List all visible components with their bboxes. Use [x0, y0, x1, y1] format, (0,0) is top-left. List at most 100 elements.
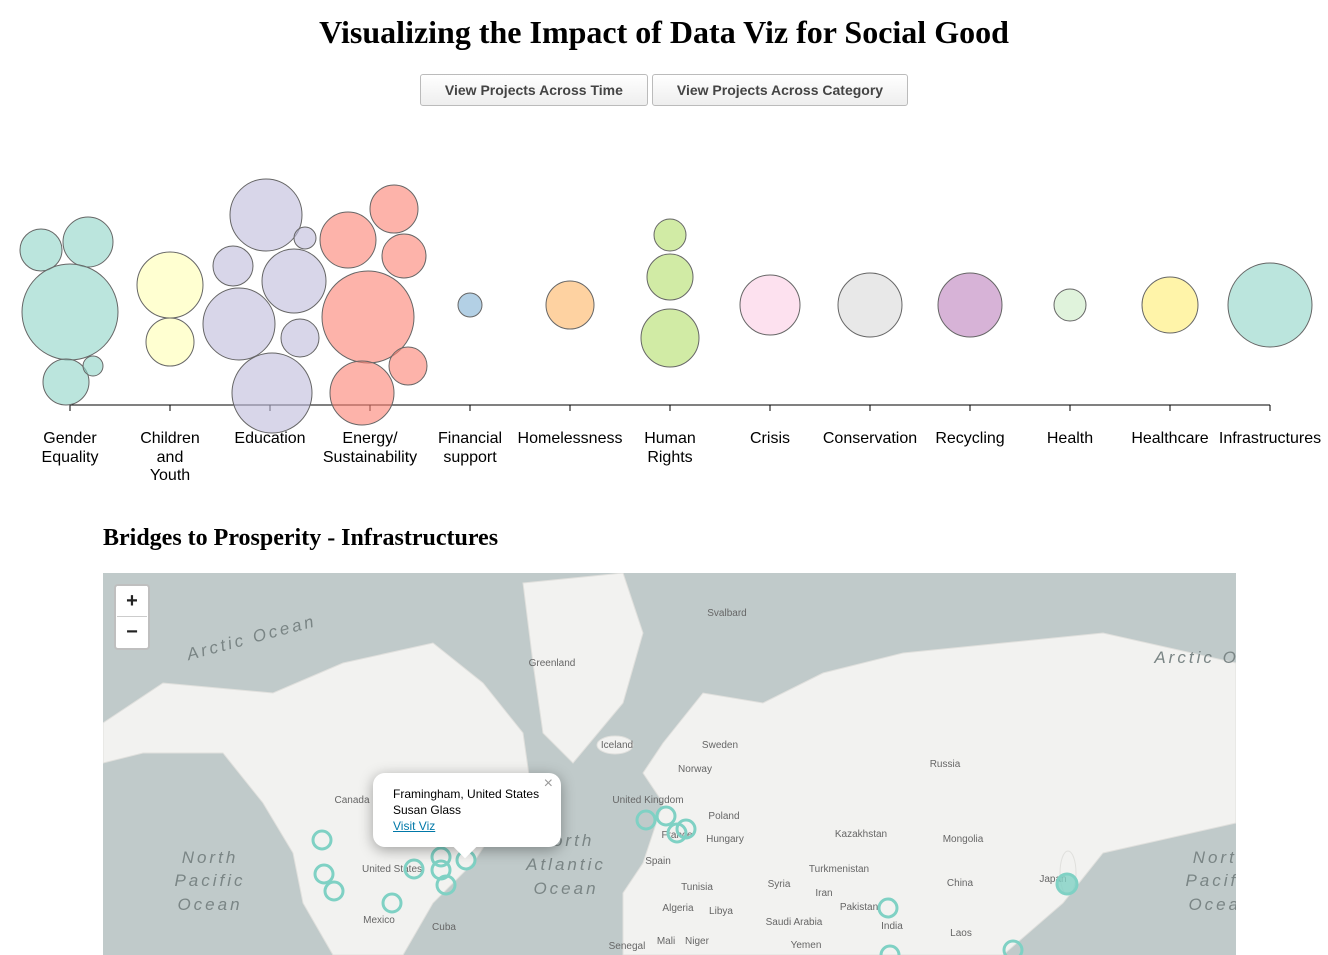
marker[interactable]: [635, 809, 657, 831]
map-label: United Kingdom: [612, 795, 683, 806]
bubble: [381, 233, 427, 279]
popup-link[interactable]: Visit Viz: [393, 819, 436, 833]
map-label: Atlantic: [525, 855, 606, 874]
x-tick-label: Conservation: [822, 430, 918, 447]
x-tick-label: Gender Equality: [41, 430, 99, 466]
bubble: [369, 184, 419, 234]
bubble: [19, 228, 63, 272]
page-title: Visualizing the Impact of Data Viz for S…: [319, 14, 1009, 50]
x-tick-label: Energy/ Sustainability: [322, 430, 418, 466]
marker[interactable]: [313, 863, 335, 885]
marker[interactable]: [877, 897, 899, 919]
marker[interactable]: [1002, 939, 1024, 955]
bubble: [640, 308, 700, 368]
button-bar: View Projects Across Time View Projects …: [0, 74, 1328, 106]
map-label: North: [1193, 848, 1236, 867]
popup-place: Framingham, United States: [393, 787, 540, 801]
x-tick-label: Human Rights: [644, 430, 696, 466]
marker[interactable]: [311, 829, 333, 851]
zoom-out[interactable]: −: [117, 617, 147, 647]
x-tick-label: Healthcare: [1131, 430, 1209, 447]
map-label: Iceland: [601, 740, 633, 751]
marker[interactable]: [675, 818, 697, 840]
marker[interactable]: [435, 874, 457, 896]
map-label: Kazakhstan: [835, 829, 887, 840]
popup: × Framingham, United States Susan Glass …: [373, 773, 561, 859]
bubble: [82, 355, 104, 377]
marker[interactable]: [430, 846, 452, 868]
bubble: [42, 358, 90, 406]
popup-person: Susan Glass: [393, 803, 462, 817]
bubble: [457, 292, 483, 318]
land: [103, 573, 1236, 955]
marker[interactable]: [879, 944, 901, 955]
x-tick-label: Education: [234, 430, 306, 447]
x-tick-label: Health: [1046, 430, 1094, 447]
map-label: France: [661, 830, 693, 841]
bubble: [261, 248, 327, 314]
popup-close[interactable]: ×: [543, 775, 553, 792]
bubble: [136, 251, 204, 319]
view-time-button[interactable]: View Projects Across Time: [419, 74, 648, 106]
land-shape: [596, 735, 634, 755]
map-label: Algeria: [662, 903, 694, 914]
land-shape: [522, 573, 644, 764]
map-label: Pakistan: [840, 902, 878, 913]
land-shape: [103, 642, 534, 955]
map-label: Yemen: [791, 940, 822, 951]
map: Arctic Ocean Arctic Ocean Greenland Svalbar…: [103, 573, 1236, 955]
map-label: Cuba: [432, 922, 456, 933]
bubble: [212, 245, 254, 287]
map-label: Senegal: [609, 941, 646, 952]
land-shape: [622, 632, 1236, 955]
bubble: [1141, 276, 1199, 334]
bubble: [21, 263, 119, 361]
x-tick-label: Recycling: [935, 430, 1005, 447]
view-category-button[interactable]: View Projects Across Category: [651, 74, 909, 106]
map-label: Poland: [708, 811, 739, 822]
zoom-in[interactable]: +: [117, 586, 147, 617]
map-label: Ocean: [177, 895, 242, 914]
map-label: Saudi Arabia: [766, 917, 823, 928]
map-label: China: [947, 878, 974, 889]
marker[interactable]: [1055, 872, 1079, 896]
bubble: [319, 211, 377, 269]
bubble: [1053, 288, 1087, 322]
map-label: Sweden: [702, 740, 738, 751]
bubble: [646, 253, 694, 301]
map-label: Japan: [1039, 874, 1066, 885]
map-label: Niger: [685, 936, 710, 947]
map-label: Syria: [768, 879, 791, 890]
map-label: United States: [362, 864, 422, 875]
marker[interactable]: [655, 805, 677, 827]
bubble: [145, 317, 195, 367]
bubble: [837, 272, 903, 338]
map-canvas: Arctic Ocean Arctic Ocean Greenland Svalbar…: [103, 573, 1236, 955]
map-label: North: [182, 848, 239, 867]
marker[interactable]: [381, 892, 403, 914]
map-label: Libya: [709, 906, 733, 917]
map-label: Mexico: [363, 915, 395, 926]
bubble: [739, 274, 801, 336]
map-label: Pacific: [174, 871, 245, 890]
map-label: Hungary: [706, 834, 744, 845]
x-tick-label: Children and Youth: [140, 430, 200, 484]
bubble: [62, 216, 114, 268]
bubble: [280, 318, 320, 358]
map-label: Svalbard: [707, 608, 746, 619]
x-tick-label: Financial support: [437, 430, 503, 466]
map-label: Ocean: [1188, 895, 1236, 914]
marker[interactable]: [323, 880, 345, 902]
x-tick-label: Homelessness: [517, 430, 623, 447]
bubble: [1227, 262, 1313, 348]
map-label: Greenland: [529, 658, 576, 669]
map-label: Canada: [334, 795, 369, 806]
bubble: [329, 360, 395, 426]
bubble: [937, 272, 1003, 338]
bubble: [231, 352, 313, 434]
map-label: Russia: [930, 759, 961, 770]
map-label: Iran: [815, 888, 832, 899]
marker[interactable]: [403, 858, 425, 880]
bubble: [202, 287, 276, 361]
